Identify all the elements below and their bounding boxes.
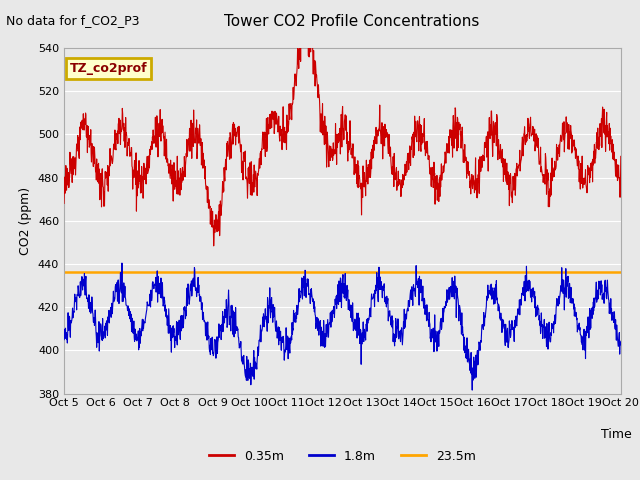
Text: Tower CO2 Profile Concentrations: Tower CO2 Profile Concentrations [224,14,480,29]
Legend: 0.35m, 1.8m, 23.5m: 0.35m, 1.8m, 23.5m [204,445,481,468]
Text: No data for f_CO2_P3: No data for f_CO2_P3 [6,14,140,27]
Y-axis label: CO2 (ppm): CO2 (ppm) [19,187,33,255]
Text: TZ_co2prof: TZ_co2prof [70,62,147,75]
X-axis label: Time: Time [601,428,632,441]
